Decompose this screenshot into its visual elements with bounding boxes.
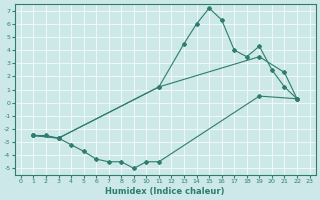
X-axis label: Humidex (Indice chaleur): Humidex (Indice chaleur) — [106, 187, 225, 196]
